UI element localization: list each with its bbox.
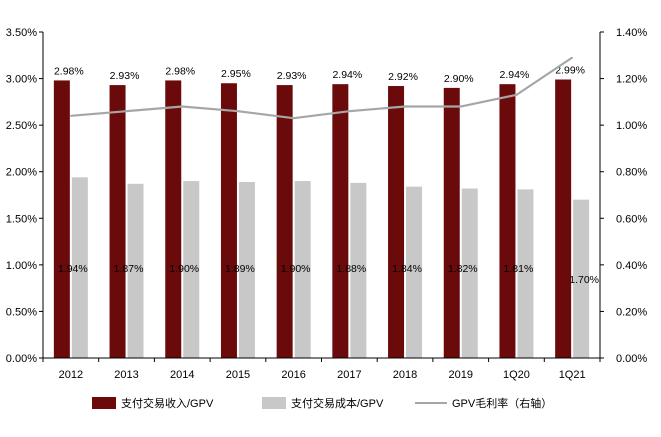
revenue-data-label: 2.98% <box>165 65 195 77</box>
gpv-margin-point <box>459 105 462 108</box>
cost-bar <box>183 181 200 358</box>
left-tick-label: 2.00% <box>6 167 37 179</box>
revenue-bar <box>332 84 349 358</box>
right-y-axis: 0.00% 0.20% 0.40% 0.60% 0.80% 1.00% 1.20% 1.40% <box>599 27 647 365</box>
cost-data-label: 1.90% <box>169 263 199 275</box>
revenue-bar <box>499 84 516 358</box>
legend: 支付交易收入/GPV 支付交易成本/GPV GPV毛利率（右轴） <box>92 396 552 410</box>
revenue-bar <box>165 80 182 358</box>
gpv-margin-line <box>70 56 573 120</box>
x-tick-label: 2018 <box>393 369 417 381</box>
cost-data-label: 1.94% <box>58 263 88 275</box>
revenue-bar <box>555 79 572 358</box>
line-series <box>70 56 573 120</box>
x-tick-label: 2017 <box>337 369 361 381</box>
cost-data-label: 1.81% <box>504 263 534 275</box>
cost-data-label: 1.87% <box>114 263 144 275</box>
right-tick-label: 1.40% <box>616 27 647 39</box>
revenue-data-label: 2.92% <box>388 71 418 83</box>
gpv-margin-point <box>348 110 351 112</box>
right-tick-label: 0.20% <box>616 306 647 318</box>
x-tick-label: 2013 <box>114 369 138 381</box>
gpv-margin-point <box>404 105 406 108</box>
gpv-margin-point <box>571 56 573 59</box>
left-tick-label: 1.00% <box>6 260 37 272</box>
x-axis: 2012 2013 2014 2015 2016 2017 2018 2019 1Q20 1Q21 <box>42 357 601 381</box>
revenue-data-label: 2.93% <box>110 70 140 82</box>
cost-bar <box>517 189 534 358</box>
cost-data-label: 1.88% <box>336 263 366 275</box>
left-tick-label: 0.00% <box>6 353 37 365</box>
left-tick-label: 3.50% <box>6 27 37 39</box>
right-tick-label: 1.20% <box>616 74 647 86</box>
left-tick-label: 1.50% <box>6 213 37 225</box>
revenue-data-label: 2.98% <box>54 65 84 77</box>
cost-bar <box>294 181 311 358</box>
legend-label-cost: 支付交易成本/GPV <box>291 396 384 410</box>
gpv-margin-point <box>70 115 72 117</box>
revenue-bar <box>220 83 237 358</box>
left-tick-label: 2.50% <box>6 120 37 132</box>
gpv-margin-point <box>181 105 184 108</box>
x-tick-label: 2019 <box>449 369 473 381</box>
gpv-margin-point <box>125 110 128 112</box>
cost-data-label: 1.90% <box>281 263 311 275</box>
legend-label-margin: GPV毛利率（右轴） <box>452 396 552 410</box>
legend-label-revenue: 支付交易收入/GPV <box>121 396 214 410</box>
right-tick-label: 0.80% <box>616 167 647 179</box>
cost-bar <box>127 183 144 358</box>
legend-swatch-cost <box>262 397 286 409</box>
cost-bar <box>350 182 367 358</box>
cost-data-label: 1.82% <box>448 263 478 275</box>
bar-series: 2.98% 1.94% 2.93% 1.87% 2.98% 1.90% 2.95% 1.89%… <box>53 65 599 358</box>
revenue-data-label: 2.90% <box>444 73 474 85</box>
revenue-data-label: 2.94% <box>500 69 530 81</box>
revenue-bar <box>53 80 70 358</box>
x-tick-label: 2014 <box>170 369 194 381</box>
right-tick-label: 0.60% <box>616 213 647 225</box>
revenue-data-label: 2.93% <box>277 70 307 82</box>
revenue-bar <box>388 86 405 358</box>
gpv-margin-point <box>237 110 239 112</box>
revenue-data-label: 2.95% <box>221 68 251 80</box>
gpv-margin-point <box>292 117 295 119</box>
x-tick-label: 2012 <box>59 369 83 381</box>
cost-bar <box>71 177 88 358</box>
cost-bar <box>238 181 255 358</box>
revenue-bar <box>109 85 126 358</box>
x-tick-label: 2016 <box>281 369 305 381</box>
cost-bar <box>406 186 423 358</box>
cost-bar <box>573 199 590 358</box>
left-tick-label: 0.50% <box>6 306 37 318</box>
cost-bar <box>461 188 478 358</box>
right-tick-label: 0.00% <box>616 353 647 365</box>
legend-swatch-revenue <box>92 397 116 409</box>
revenue-data-label: 2.94% <box>332 69 362 81</box>
gpv-margin-point <box>515 94 518 96</box>
left-tick-label: 3.00% <box>6 74 37 86</box>
revenue-bar <box>443 87 460 358</box>
cost-data-label: 1.70% <box>569 274 599 286</box>
cost-data-label: 1.84% <box>392 263 422 275</box>
revenue-bar <box>276 85 293 358</box>
revenue-data-label: 2.99% <box>555 65 585 77</box>
left-y-axis: 0.00% 0.50% 1.00% 1.50% 2.00% 2.50% 3.00% 3.50% <box>6 27 44 365</box>
right-tick-label: 1.00% <box>616 120 647 132</box>
right-tick-label: 0.40% <box>616 260 647 272</box>
x-tick-label: 1Q21 <box>559 369 586 381</box>
x-tick-label: 1Q20 <box>503 369 530 381</box>
cost-data-label: 1.89% <box>225 263 255 275</box>
x-tick-label: 2015 <box>226 369 250 381</box>
